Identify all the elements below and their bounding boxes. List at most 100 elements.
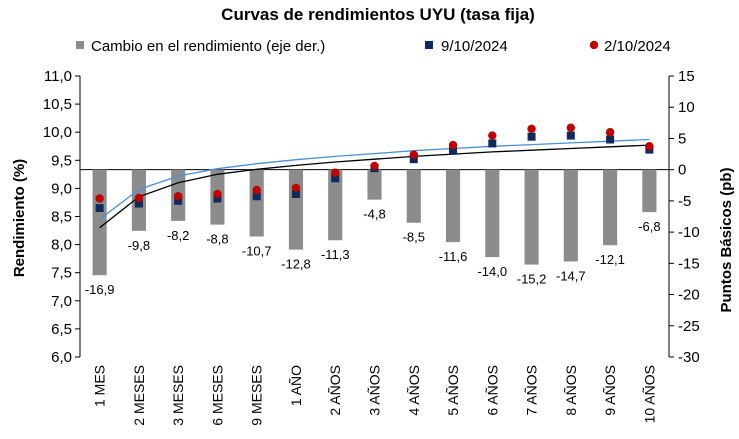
bar-series xyxy=(92,169,657,276)
right-tick-label: -10 xyxy=(678,224,700,241)
legend-square-swatch xyxy=(425,41,433,49)
right-tick-label: -25 xyxy=(678,318,700,335)
data-point-square xyxy=(213,194,222,203)
data-point-square xyxy=(95,204,104,213)
bar xyxy=(406,169,421,223)
bar-data-label: -14,0 xyxy=(477,264,507,279)
left-tick-label: 8,0 xyxy=(51,237,72,254)
data-point-circle xyxy=(566,123,576,132)
bar xyxy=(524,169,539,265)
data-point-square xyxy=(174,196,183,205)
data-point-circle xyxy=(488,131,497,140)
right-tick-label: 5 xyxy=(678,130,686,147)
bar xyxy=(249,169,264,237)
legend: Cambio en el rendimiento (eje der.) 9/10/… xyxy=(76,38,671,55)
left-tick-label: 7,0 xyxy=(51,293,72,310)
right-tick-label: 15 xyxy=(678,68,695,85)
left-tick-label: 7,5 xyxy=(51,265,72,282)
bar-data-label: -8,2 xyxy=(167,228,189,243)
bar-data-label: -12,8 xyxy=(281,257,311,272)
data-point-square xyxy=(566,131,575,140)
bar-data-label: -8,8 xyxy=(206,232,228,247)
bar-data-label: -11,3 xyxy=(321,247,350,262)
data-point-square xyxy=(527,132,536,141)
data-point-square xyxy=(449,146,458,155)
trend-line xyxy=(99,138,650,220)
left-tick-label: 10,0 xyxy=(43,124,72,141)
category-label: 6 MESES xyxy=(209,365,225,426)
bar xyxy=(367,169,382,200)
right-tick-label: 10 xyxy=(678,99,695,116)
right-axis-title: Puntos Básicos (pb) xyxy=(718,167,735,312)
data-point-square xyxy=(409,155,418,164)
chart-title: Curvas de rendimientos UYU (tasa fija) xyxy=(221,5,535,24)
left-tick-label: 10,5 xyxy=(43,96,72,113)
category-label: 8 AÑOS xyxy=(563,365,579,416)
left-tick-label: 6,0 xyxy=(51,349,72,366)
bar xyxy=(563,169,578,262)
legend-label: Cambio en el rendimiento (eje der.) xyxy=(91,38,325,55)
left-tick-label: 11,0 xyxy=(44,68,72,85)
data-point-circle xyxy=(370,161,379,171)
category-label: 7 AÑOS xyxy=(524,365,540,416)
bar-data-label: -12,1 xyxy=(595,252,625,267)
category-label: 1 AÑO xyxy=(288,365,304,406)
left-tick-label: 9,0 xyxy=(51,180,72,197)
data-point-circle xyxy=(173,192,183,201)
right-tick-label: 0 xyxy=(678,162,686,179)
legend-label: 2/10/2024 xyxy=(604,38,671,55)
bar xyxy=(485,169,500,258)
data-point-circle xyxy=(213,189,222,199)
data-point-square xyxy=(331,174,340,183)
bar-labels: -16,9 -9,8 -8,2 -8,8 -10,7 -12,8 -11,3 -4,8 -8,5… xyxy=(85,207,661,298)
category-label: 3 AÑOS xyxy=(367,365,383,416)
bar xyxy=(445,169,461,243)
category-label: 2 MESES xyxy=(131,365,147,426)
right-tick-label: -5 xyxy=(678,193,691,210)
data-point-square xyxy=(291,190,300,199)
category-labels: 1 MES 2 MESES 3 MESES 6 MESES 9 MESES 1 AÑO 2 … xyxy=(92,365,658,426)
data-point-circle xyxy=(331,168,340,177)
category-label: 9 MESES xyxy=(249,365,265,426)
bar-data-label: -6,8 xyxy=(638,219,660,234)
bar-data-label: -8,5 xyxy=(403,230,425,245)
category-label: 5 AÑOS xyxy=(445,365,461,416)
category-label: 9 AÑOS xyxy=(602,365,618,416)
bar-data-label: -14,7 xyxy=(556,268,586,283)
scatter-points xyxy=(95,123,654,213)
category-label: 4 AÑOS xyxy=(406,365,422,416)
data-point-circle xyxy=(645,142,654,151)
category-label: 10 AÑOS xyxy=(641,365,657,423)
data-point-circle xyxy=(409,150,418,159)
bar xyxy=(603,169,618,246)
bar-data-label: -4,8 xyxy=(363,207,385,222)
data-point-circle xyxy=(527,124,536,134)
left-tick-label: 6,5 xyxy=(51,321,72,338)
right-tick-label: -20 xyxy=(678,287,700,304)
left-tick-label: 8,5 xyxy=(51,209,72,226)
right-tick-label: -15 xyxy=(678,255,700,272)
data-point-circle xyxy=(134,193,144,203)
bar xyxy=(328,169,343,241)
data-point-square xyxy=(488,139,497,148)
legend-label: 9/10/2024 xyxy=(441,38,508,55)
trend-line xyxy=(99,144,650,229)
data-point-square xyxy=(252,192,261,201)
bar xyxy=(92,169,107,276)
category-label: 1 MES xyxy=(92,365,108,407)
bar xyxy=(288,169,304,250)
bar-data-label: -15,2 xyxy=(517,272,547,287)
data-point-circle xyxy=(252,185,261,195)
bar-data-label: -16,9 xyxy=(85,282,115,297)
legend-circle-swatch xyxy=(589,40,599,50)
data-point-circle xyxy=(291,183,301,193)
category-label: 6 AÑOS xyxy=(484,365,500,416)
data-point-square xyxy=(606,135,615,144)
right-tick-label: -30 xyxy=(678,349,700,366)
right-axis: 15 10 5 0 -5 -10 -15 -20 -25 -30 xyxy=(668,68,700,366)
category-label: 2 AÑOS xyxy=(327,365,343,416)
left-axis-title: Rendimiento (%) xyxy=(11,159,28,277)
trend-lines xyxy=(99,138,650,229)
data-point-square xyxy=(134,199,143,208)
